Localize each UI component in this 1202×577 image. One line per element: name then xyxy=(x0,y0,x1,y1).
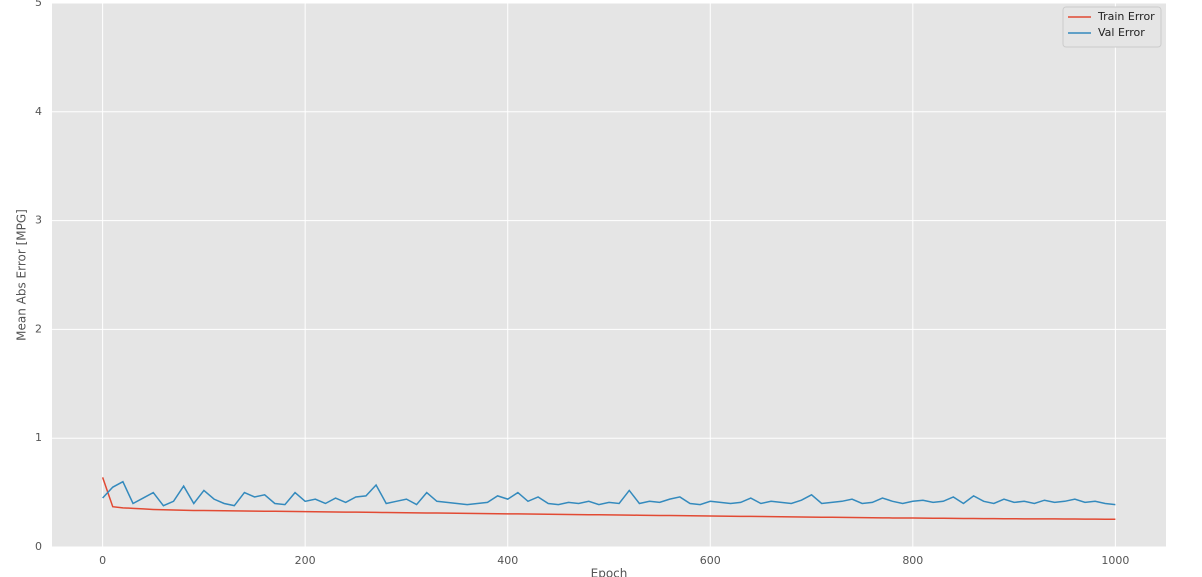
x-tick-label: 800 xyxy=(902,554,923,567)
y-tick-label: 3 xyxy=(35,214,42,227)
y-axis-label: Mean Abs Error [MPG] xyxy=(15,209,29,341)
legend-label: Val Error xyxy=(1098,26,1145,39)
y-tick-label: 1 xyxy=(35,431,42,444)
legend-label: Train Error xyxy=(1097,10,1155,23)
x-axis-label: Epoch xyxy=(591,567,628,577)
y-tick-label: 2 xyxy=(35,322,42,335)
x-tick-label: 400 xyxy=(497,554,518,567)
plot-area xyxy=(52,3,1166,547)
y-tick-label: 5 xyxy=(35,0,42,9)
x-tick-label: 600 xyxy=(700,554,721,567)
x-tick-label: 200 xyxy=(295,554,316,567)
series-line xyxy=(102,480,1116,507)
y-tick-label: 0 xyxy=(35,540,42,553)
x-tick-label: 1000 xyxy=(1101,554,1129,567)
x-tick-label: 0 xyxy=(99,554,106,567)
y-tick-label: 4 xyxy=(35,105,42,118)
series-line xyxy=(101,477,1116,521)
